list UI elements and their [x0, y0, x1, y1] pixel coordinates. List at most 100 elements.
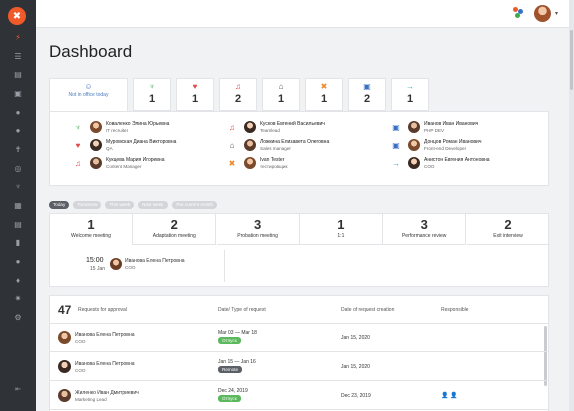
- person-name: Кукцева Мария Игоревна: [106, 157, 165, 163]
- table-row[interactable]: Иванова Елена Петровна COO Jan 15 — Jan 16…: [50, 353, 548, 381]
- request-created-date: Jan 15, 2020: [341, 364, 370, 370]
- event-tab[interactable]: 1 1:1: [299, 214, 383, 245]
- arrow-icon: →: [406, 82, 414, 91]
- chat-icon[interactable]: ●: [15, 257, 21, 267]
- page-scrollbar[interactable]: [569, 0, 574, 411]
- chevron-down-icon[interactable]: ▾: [555, 11, 559, 17]
- period-filter-2[interactable]: This week: [105, 201, 135, 209]
- user-avatar[interactable]: [534, 5, 551, 22]
- absence-tab[interactable]: ▣ 2: [348, 78, 386, 111]
- target-icon[interactable]: ◎: [14, 163, 22, 173]
- logo[interactable]: ✖: [8, 7, 26, 25]
- event-tab[interactable]: 2 Adaptation meeting: [133, 214, 217, 245]
- person-position: Sales manager: [260, 146, 291, 151]
- event-tab[interactable]: 3 Probation meeting: [216, 214, 300, 245]
- person-name: Донцов Роман Иванович: [424, 139, 482, 145]
- requests-count: 47: [58, 303, 72, 317]
- absence-tab[interactable]: ✖ 1: [305, 78, 343, 111]
- requests-panel: 47 Requests for approval Date/ Type of r…: [49, 295, 549, 411]
- collapse-sidebar-icon[interactable]: ⇤: [15, 386, 21, 393]
- column-header: Date/ Type of request: [218, 307, 266, 313]
- event-tab-label: 1:1: [337, 233, 345, 239]
- event-tab[interactable]: 1 Welcome meeting: [50, 214, 133, 245]
- document-icon[interactable]: ▤: [14, 70, 22, 80]
- period-filter-3[interactable]: Next week: [138, 201, 168, 209]
- requester-name: Иванова Елена Петровна: [75, 361, 135, 367]
- avatar: [90, 121, 102, 133]
- palm-icon[interactable]: ♆: [15, 182, 21, 192]
- list-icon[interactable]: ☰: [14, 51, 22, 61]
- events-panel: 15:00 15 Jan Иванова Елена Петровна COO …: [49, 213, 550, 287]
- calculator-icon[interactable]: ▦: [14, 201, 22, 211]
- absence-tab[interactable]: ♥ 1: [176, 78, 214, 111]
- palm-tree-icon: ♆: [149, 82, 155, 91]
- requester-name: Жиленко Иван Дмитриевич: [75, 390, 139, 396]
- table-row[interactable]: Иванова Елена Петровна COO Mar 03 — Mar 18…: [50, 324, 548, 352]
- home-icon: ⌂: [278, 82, 284, 91]
- requester-position: COO: [75, 368, 86, 373]
- stats-icon[interactable]: ▮: [15, 238, 21, 248]
- avatar: [244, 139, 256, 151]
- absence-count: 1: [320, 93, 328, 105]
- person-name: Иванов Иван Иванович: [424, 121, 479, 127]
- gear-icon[interactable]: ⚙: [14, 313, 22, 323]
- user-icon[interactable]: ●: [15, 107, 21, 117]
- requests-header: 47 Requests for approval Date/ Type of r…: [50, 296, 548, 324]
- briefcase-icon[interactable]: ▣: [14, 88, 22, 98]
- avatar: [58, 389, 71, 402]
- palm-tree-icon: ♆: [75, 123, 81, 132]
- users-icon[interactable]: ●: [15, 126, 21, 136]
- event-count: 1: [337, 217, 345, 232]
- absence-tab[interactable]: ⌂ 1: [262, 78, 300, 111]
- request-dates: Jan 15 — Jan 16: [218, 359, 256, 365]
- event-tab-label: Performance review: [401, 233, 447, 239]
- music-icon: ♫: [75, 159, 81, 168]
- period-filter-1[interactable]: Tomorrow: [73, 201, 102, 209]
- request-type-badge: Отпуск: [218, 337, 241, 344]
- absence-tab[interactable]: ♫ 2: [219, 78, 257, 111]
- fitness-icon[interactable]: ✝: [14, 144, 22, 154]
- event-person-name: Иванова Елена Петровна: [125, 258, 185, 264]
- arrow-icon: →: [392, 159, 400, 168]
- column-header: Date of request creation: [341, 307, 395, 313]
- lightning-icon[interactable]: ⚡: [15, 32, 21, 42]
- notifications-icon[interactable]: [513, 7, 525, 19]
- person-name: Анистон Евгения Антоновна: [424, 157, 490, 163]
- settings-icon[interactable]: ✷: [14, 294, 22, 304]
- period-filter-0[interactable]: Today: [49, 201, 70, 209]
- avatar: [408, 157, 420, 169]
- period-filter-4[interactable]: The current month: [171, 201, 218, 209]
- checklist-icon[interactable]: ▤: [14, 219, 22, 229]
- person-position: Content Manager: [106, 164, 142, 169]
- absence-tab[interactable]: ♆ 1: [133, 78, 171, 111]
- suitcase-icon: ▣: [363, 82, 371, 91]
- requests-scrollbar[interactable]: [544, 326, 547, 386]
- event-tab-label: Adaptation meeting: [152, 233, 196, 239]
- absent-people-panel: ♆ Коваленко Элина Юрьевна IT recruiter ♥ Мур…: [49, 111, 549, 186]
- cross-icon: ✖: [320, 82, 328, 91]
- absence-tabs: ☺ Not in office today ♆ 1 ♥ 1 ♫ 2 ⌂ 1 ✖ 1 ▣ 2 → 1: [49, 78, 434, 112]
- absence-count: 2: [363, 93, 371, 105]
- event-count: 3: [420, 217, 428, 232]
- event-count: 1: [87, 217, 95, 232]
- request-type-badge: Remote: [218, 366, 243, 373]
- person-position: тестировщик: [260, 164, 288, 169]
- event-tab[interactable]: 2 Exit interview: [466, 214, 550, 245]
- absence-tab-label: Not in office today: [68, 92, 109, 98]
- absence-count: 2: [234, 93, 242, 105]
- absence-tab[interactable]: → 1: [391, 78, 429, 111]
- avatar: [110, 258, 122, 270]
- heart-pulse-icon: ♥: [75, 141, 81, 150]
- table-row[interactable]: Жиленко Иван Дмитриевич Marketing Lead Dec…: [50, 382, 548, 410]
- absence-count: 1: [277, 93, 285, 105]
- home-icon: ⌂: [229, 141, 235, 150]
- event-tab[interactable]: 3 Performance review: [383, 214, 467, 245]
- person-position: QA: [106, 146, 113, 151]
- event-count: 2: [504, 217, 512, 232]
- request-dates: Mar 03 — Mar 18: [218, 330, 257, 336]
- page-title: Dashboard: [49, 42, 133, 61]
- person-position: Teamlead: [260, 128, 280, 133]
- rocket-icon[interactable]: ♦: [15, 275, 21, 285]
- event-time: 15:00: [86, 257, 104, 264]
- absence-tab[interactable]: ☺ Not in office today: [49, 78, 128, 112]
